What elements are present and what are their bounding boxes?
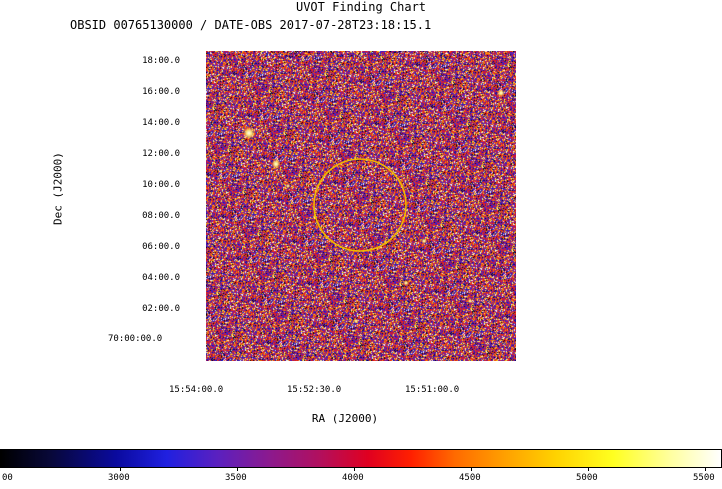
source-region-circle — [313, 158, 407, 252]
colorbar-tick — [237, 467, 238, 471]
colorbar-label: 5500 — [693, 473, 715, 483]
colorbar-label: 3000 — [108, 473, 130, 483]
colorbar-tick — [471, 467, 472, 471]
chart-title: UVOT Finding Chart — [295, 0, 427, 14]
ra-axis-label: RA (J2000) — [311, 412, 379, 425]
dec-tick-label: 10:00.0 — [142, 180, 180, 190]
ra-tick-label: 15:52:30.0 — [287, 385, 342, 395]
dec-tick-label: 18:00.0 — [142, 56, 180, 66]
dec-tick-label: 08:00.0 — [142, 211, 180, 221]
dec-tick-label: 04:00.0 — [142, 273, 180, 283]
sky-image — [206, 51, 516, 361]
ra-tick-label: 15:51:00.0 — [405, 385, 460, 395]
dec-tick-label: 14:00.0 — [142, 118, 180, 128]
colorbar-label: 4500 — [459, 473, 481, 483]
dec-tick-label: 12:00.0 — [142, 149, 180, 159]
source-region-overlay — [313, 158, 407, 252]
dec-axis-label: Dec (J2000) — [51, 152, 65, 225]
colorbar-label: 5000 — [576, 473, 598, 483]
colorbar-label: 4000 — [342, 473, 364, 483]
colorbar-tick — [120, 467, 121, 471]
dec-tick-label: 16:00.0 — [142, 87, 180, 97]
ra-tick-label: 15:54:00.0 — [169, 385, 224, 395]
dec-tick-label: 06:00.0 — [142, 242, 180, 252]
dec-tick-label: 70:00:00.0 — [108, 334, 163, 344]
colorbar-label: 3500 — [225, 473, 247, 483]
dec-tick-label: 02:00.0 — [142, 304, 180, 314]
colorbar-tick — [588, 467, 589, 471]
colorbar-tick — [354, 467, 355, 471]
chart-subtitle: OBSID 00765130000 / DATE-OBS 2017-07-28T… — [70, 18, 432, 32]
colorbar-label: 00 — [2, 473, 13, 483]
colorbar — [0, 449, 722, 468]
colorbar-tick — [705, 467, 706, 471]
